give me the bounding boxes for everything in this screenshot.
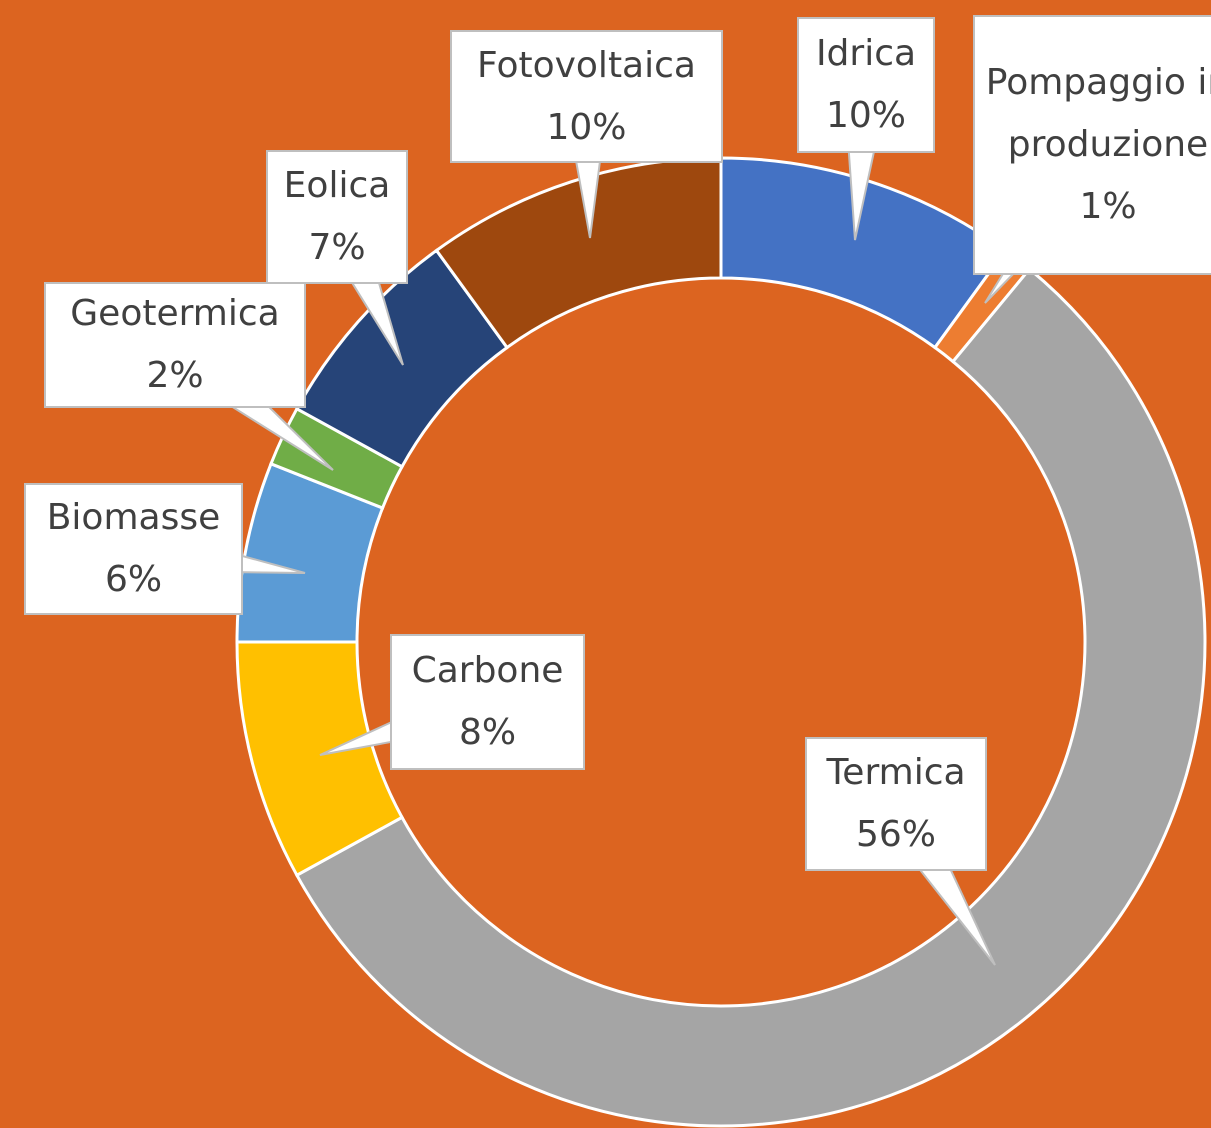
data-label: Geotermica 2% [44, 282, 306, 408]
label-name: Eolica [283, 165, 391, 206]
data-label: Eolica 7% [266, 150, 408, 284]
label-name: Geotermica [70, 293, 280, 334]
donut-segment [294, 266, 1207, 1128]
data-label: Idrica 10% [797, 17, 935, 153]
data-label: Fotovoltaica 10% [450, 30, 723, 163]
data-label: Biomasse 6% [24, 483, 243, 615]
label-name: Termica [826, 752, 966, 793]
label-value: 10% [825, 95, 906, 136]
label-name: Idrica [815, 33, 917, 74]
label-value: 2% [146, 355, 204, 396]
data-label: Termica 56% [805, 737, 987, 871]
label-name: Carbone [411, 650, 564, 691]
data-label: Carbone 8% [390, 634, 585, 770]
label-value: 10% [546, 106, 627, 148]
label-value: 1% [1079, 186, 1137, 227]
label-name: Fotovoltaica [477, 44, 696, 86]
label-value: 8% [458, 712, 517, 753]
label-value: 7% [308, 227, 366, 268]
label-value: 6% [104, 559, 163, 600]
label-name: Biomasse [46, 497, 221, 538]
label-value: 56% [855, 814, 936, 855]
data-label: Pompaggio in produzione 1% [973, 15, 1211, 275]
label-name: Pompaggio in produzione [985, 62, 1211, 165]
